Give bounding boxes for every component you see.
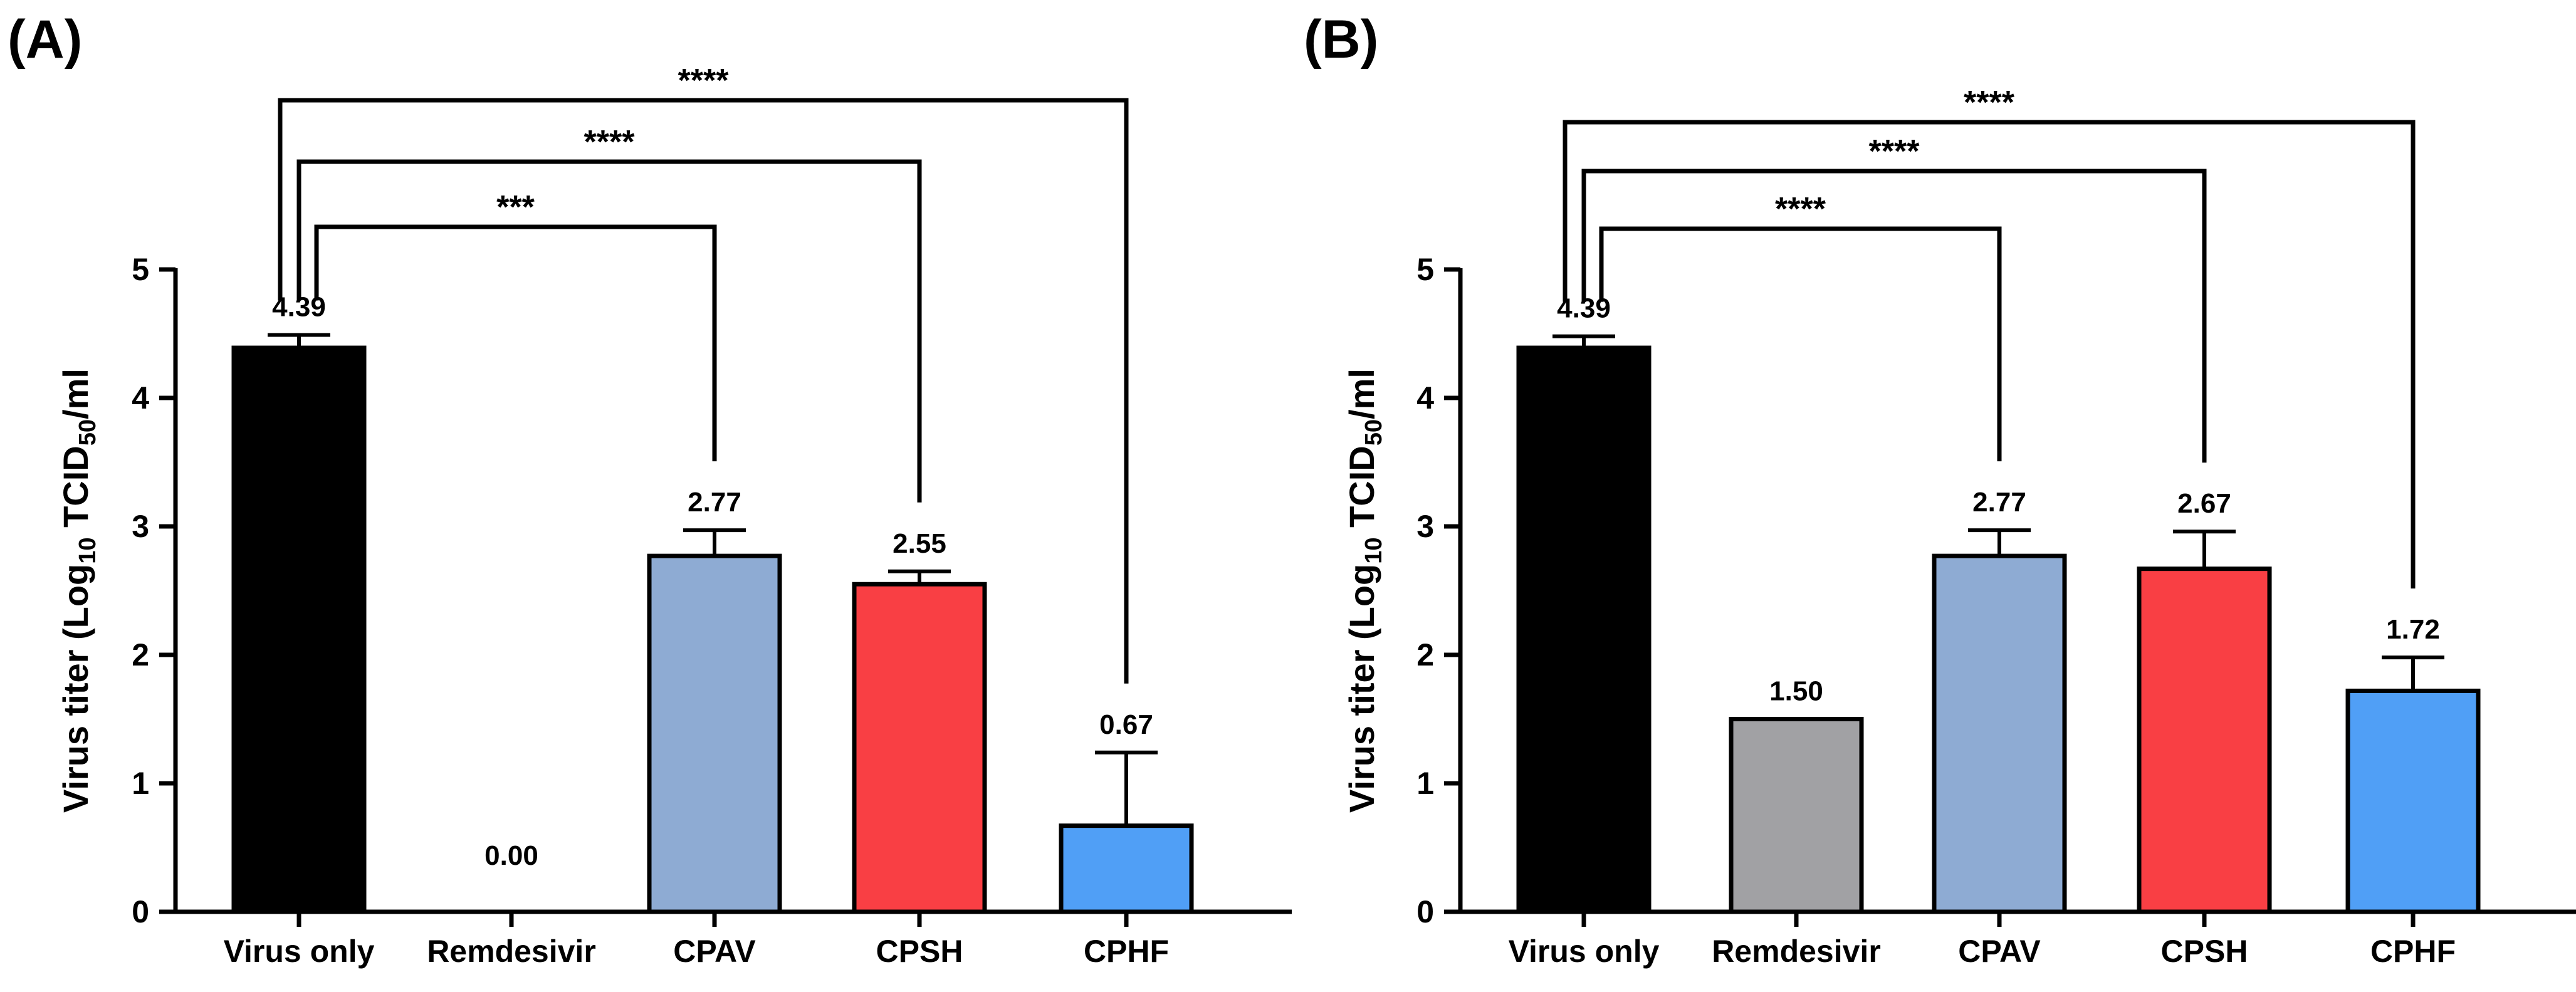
y-axis-title-part: TCID: [1342, 446, 1381, 537]
y-tick-label: 5: [132, 252, 149, 287]
y-axis-title-subscript: 50: [75, 419, 101, 446]
chart-panel-b: (B)Virus titer (Log10 TCID50/ml0123454.3…: [1304, 9, 2576, 969]
bar: [1516, 345, 1652, 914]
bar: [647, 553, 782, 914]
bar: [1932, 553, 2067, 914]
y-tick-label: 3: [1416, 509, 1434, 544]
y-tick-label: 4: [1416, 380, 1434, 415]
y-axis-title: Virus titer (Log10 TCID50/ml: [56, 368, 101, 813]
x-tick-label: Virus only: [224, 934, 375, 969]
significance-bracket: [1563, 120, 2416, 589]
x-tick-label: CPAV: [673, 934, 756, 969]
x-tick-label: Virus only: [1509, 934, 1660, 969]
significance-label: ****: [584, 124, 636, 160]
data-label: 1.72: [2386, 614, 2440, 645]
bar: [231, 345, 367, 914]
significance-label: ****: [678, 63, 730, 99]
bar: [1729, 717, 1864, 914]
bar: [2137, 566, 2272, 914]
data-label: 1.50: [1769, 676, 1823, 707]
data-label: 2.77: [688, 487, 741, 518]
x-tick-label: CPHF: [2370, 934, 2456, 969]
y-axis-title-part: TCID: [56, 446, 95, 537]
data-label: 0.00: [484, 840, 538, 871]
x-tick-label: CPSH: [876, 934, 963, 969]
significance-label: ****: [1869, 133, 1920, 170]
y-axis-title-part: Virus titer (Log: [56, 564, 95, 813]
y-tick-label: 0: [132, 894, 149, 929]
y-tick-label: 0: [1416, 894, 1434, 929]
panel-label: (A): [8, 9, 82, 70]
bar: [1059, 823, 1194, 914]
x-tick-label: Remdesivir: [427, 934, 596, 969]
y-axis-title-part: Virus titer (Log: [1342, 564, 1381, 813]
x-tick-label: CPHF: [1084, 934, 1169, 969]
significance-label: ***: [496, 189, 535, 226]
data-label: 2.67: [2177, 488, 2231, 519]
y-tick-label: 2: [132, 637, 149, 672]
significance-bracket: [314, 224, 717, 462]
y-tick-label: 5: [1416, 252, 1434, 287]
y-axis-title-part: /ml: [1342, 368, 1381, 419]
x-tick-label: CPAV: [1958, 934, 2041, 969]
y-axis-title-subscript: 10: [1361, 537, 1387, 563]
chart-panel-a: (A)Virus titer (Log10 TCID50/ml0123454.3…: [8, 9, 1292, 969]
significance-bracket: [296, 159, 922, 503]
bar: [2345, 688, 2481, 914]
y-tick-label: 2: [1416, 637, 1434, 672]
x-tick-label: CPSH: [2161, 934, 2248, 969]
y-axis-title-part: /ml: [56, 368, 95, 419]
panel-label: (B): [1304, 9, 1378, 70]
data-label: 0.67: [1099, 709, 1153, 740]
y-tick-label: 1: [132, 766, 149, 801]
y-tick-label: 1: [1416, 766, 1434, 801]
y-axis-title: Virus titer (Log10 TCID50/ml: [1342, 368, 1387, 813]
data-label: 2.77: [1972, 487, 2026, 518]
significance-bracket: [1581, 169, 2207, 463]
y-axis-title-subscript: 50: [1361, 419, 1387, 446]
data-label: 2.55: [893, 528, 946, 559]
x-tick-label: Remdesivir: [1712, 934, 1881, 969]
significance-bracket: [1599, 226, 2002, 462]
significance-label: ****: [1964, 85, 2015, 121]
y-axis-title-subscript: 10: [75, 537, 101, 563]
y-tick-label: 4: [132, 380, 149, 415]
bar: [852, 582, 987, 914]
y-tick-label: 3: [132, 509, 149, 544]
significance-bracket: [278, 98, 1129, 684]
significance-label: ****: [1775, 191, 1826, 227]
